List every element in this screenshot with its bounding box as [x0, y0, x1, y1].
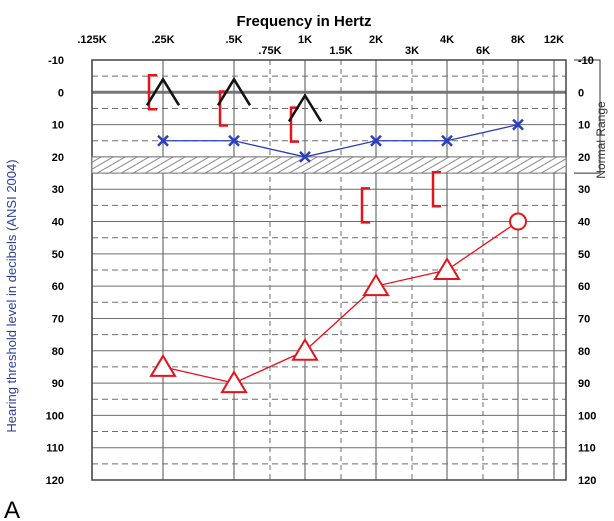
- normal-range-label: Normal Range: [594, 101, 608, 179]
- y-tick-label-left: 70: [52, 313, 64, 325]
- tick-labels: -10 -10 0 0 10 10 20 20 30 30 40 40 50 50 60 60 70 70 80 80…: [46, 34, 597, 487]
- plot-frame: [91, 59, 567, 481]
- x-marker: [370, 134, 382, 147]
- y-tick-label-left: 90: [52, 378, 64, 390]
- x-tick-label: .25K: [151, 34, 174, 46]
- y-tick-label-left: 120: [46, 475, 64, 487]
- y-tick-label-left: 20: [52, 152, 64, 164]
- y-tick-label-right: 50: [578, 249, 590, 261]
- bracket-marker: [147, 74, 157, 111]
- y-tick-label-left: 100: [46, 410, 64, 422]
- x-tick-label: 2K: [369, 34, 383, 46]
- right-ear-air-line: [162, 221, 519, 384]
- triangle-marker: [291, 337, 319, 361]
- x-tick-label: 4K: [440, 34, 454, 46]
- x-tick-label: .125K: [77, 34, 106, 46]
- triangle-marker: [220, 370, 248, 394]
- caret-marker: [287, 93, 323, 123]
- y-axis-label: Hearing threshold level in decibels (ANS…: [4, 159, 19, 432]
- y-tick-label-right: 0: [578, 87, 584, 99]
- y-tick-label-right: 70: [578, 313, 590, 325]
- y-tick-label-right: -10: [578, 55, 594, 67]
- y-tick-label-left: 30: [52, 184, 64, 196]
- y-tick-label-left: 40: [52, 217, 64, 229]
- x-tick-label: 8K: [511, 34, 525, 46]
- y-tick-label-right: 80: [578, 346, 590, 358]
- x-marker: [299, 151, 311, 163]
- y-tick-label-right: 110: [578, 443, 596, 455]
- y-tick-label-right: 20: [578, 152, 590, 164]
- grid-layer: [91, 59, 567, 481]
- x-tick-label-intermediate: 3K: [405, 45, 419, 57]
- y-tick-label-right: 100: [578, 410, 596, 422]
- normal-range-hatch: [91, 156, 567, 174]
- x-marker: [441, 134, 453, 147]
- y-tick-label-left: 50: [52, 249, 64, 261]
- x-marker: [512, 118, 524, 131]
- x-marker: [228, 134, 240, 147]
- x-tick-label-intermediate: 6K: [476, 45, 490, 57]
- x-marker: [157, 134, 169, 147]
- y-tick-label-right: 90: [578, 378, 590, 390]
- bracket-marker: [289, 106, 299, 143]
- y-tick-label-left: 10: [52, 120, 64, 132]
- triangle-marker: [433, 257, 461, 280]
- y-tick-label-left: 60: [52, 281, 64, 293]
- y-tick-label-left: 0: [58, 87, 64, 99]
- x-tick-label: 1K: [298, 34, 312, 46]
- bracket-marker: [218, 90, 228, 127]
- bracket-marker: [431, 170, 441, 208]
- left-ear-air-line: [163, 123, 519, 158]
- x-tick-label: .5K: [225, 34, 242, 46]
- y-tick-label-right: 120: [578, 475, 596, 487]
- triangle-marker: [362, 273, 390, 297]
- x-tick-label: 12K: [544, 34, 564, 46]
- series-layer: [145, 74, 527, 394]
- x-tick-label-intermediate: .75K: [258, 45, 281, 57]
- normal-range-bracket: [574, 59, 601, 174]
- bracket-marker: [360, 187, 370, 224]
- y-tick-label-left: 80: [52, 346, 64, 358]
- circle-marker: [509, 212, 527, 231]
- y-tick-label-right: 60: [578, 281, 590, 293]
- caret-marker: [145, 76, 181, 106]
- y-tick-label-right: 40: [578, 217, 590, 229]
- caret-marker: [216, 76, 252, 106]
- y-tick-label-right: 10: [578, 120, 590, 132]
- y-tick-label-left: -10: [48, 55, 64, 67]
- y-tick-label-right: 30: [578, 184, 590, 196]
- normal-range-band: [91, 59, 601, 174]
- y-tick-label-left: 110: [46, 443, 64, 455]
- chart-title: Frequency in Hertz: [236, 13, 371, 30]
- x-tick-label-intermediate: 1.5K: [329, 45, 352, 57]
- panel-label: A: [4, 497, 20, 521]
- triangle-marker: [149, 353, 177, 377]
